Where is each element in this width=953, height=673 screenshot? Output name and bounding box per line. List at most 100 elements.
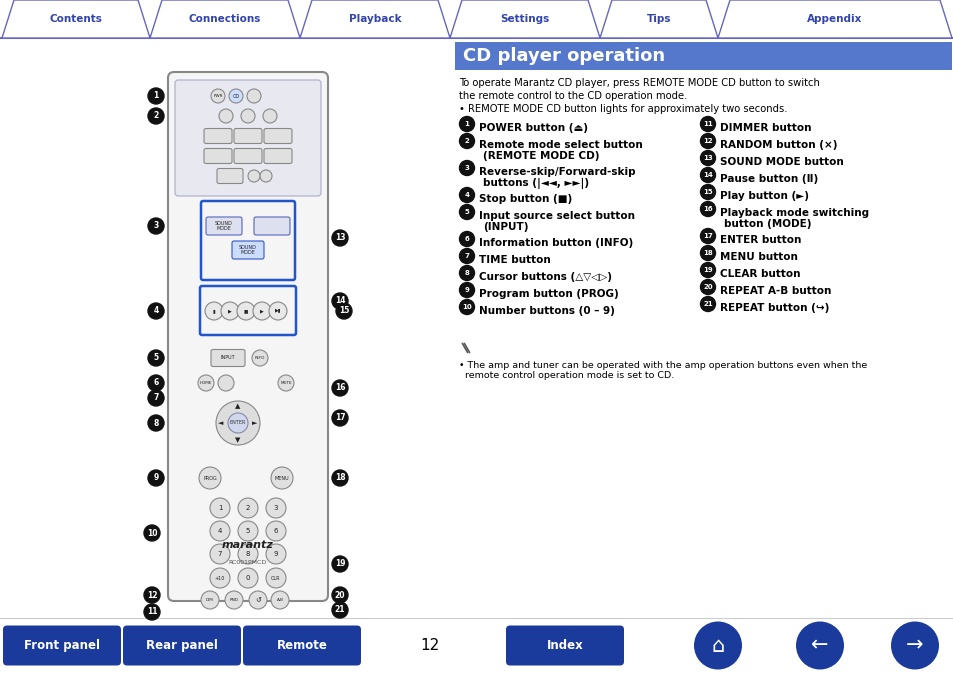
Circle shape xyxy=(236,302,254,320)
Text: HOME: HOME xyxy=(199,381,212,385)
Text: RANDOM button (×): RANDOM button (×) xyxy=(720,140,837,150)
Circle shape xyxy=(144,587,160,603)
Text: 16: 16 xyxy=(335,384,345,392)
Circle shape xyxy=(332,587,348,603)
Text: 21: 21 xyxy=(702,301,712,307)
Text: ↺: ↺ xyxy=(254,597,261,603)
Circle shape xyxy=(144,604,160,620)
Text: buttons (|◄◄, ►►|): buttons (|◄◄, ►►|) xyxy=(482,178,589,189)
Circle shape xyxy=(332,230,348,246)
Text: ⌂: ⌂ xyxy=(711,635,724,656)
Text: SOUND MODE button: SOUND MODE button xyxy=(720,157,842,167)
Text: →: → xyxy=(905,635,923,656)
Circle shape xyxy=(237,521,257,541)
Text: DIM: DIM xyxy=(206,598,213,602)
Bar xyxy=(455,42,951,70)
FancyBboxPatch shape xyxy=(233,149,262,164)
Circle shape xyxy=(221,302,239,320)
Circle shape xyxy=(269,302,287,320)
Text: 12: 12 xyxy=(702,138,712,144)
Circle shape xyxy=(260,170,272,182)
Circle shape xyxy=(795,621,843,670)
Text: (REMOTE MODE CD): (REMOTE MODE CD) xyxy=(482,151,598,161)
Circle shape xyxy=(210,498,230,518)
Text: Stop button (■): Stop button (■) xyxy=(478,194,572,204)
Text: 13: 13 xyxy=(702,155,712,161)
Text: 6: 6 xyxy=(464,236,469,242)
Circle shape xyxy=(148,218,164,234)
Text: Playback mode switching: Playback mode switching xyxy=(720,208,868,218)
Circle shape xyxy=(225,591,243,609)
Text: 21: 21 xyxy=(335,606,345,614)
Polygon shape xyxy=(299,0,450,38)
FancyBboxPatch shape xyxy=(264,129,292,143)
Polygon shape xyxy=(599,0,718,38)
Text: Appendix: Appendix xyxy=(806,14,862,24)
Text: Cursor buttons (△▽◁▷): Cursor buttons (△▽◁▷) xyxy=(478,272,612,282)
Text: ▶▮: ▶▮ xyxy=(274,308,281,314)
Circle shape xyxy=(218,375,233,391)
Circle shape xyxy=(266,568,286,588)
Text: 12: 12 xyxy=(420,638,439,653)
Text: DIMMER button: DIMMER button xyxy=(720,123,811,133)
Text: Rear panel: Rear panel xyxy=(146,639,217,652)
Text: 15: 15 xyxy=(702,189,712,195)
Circle shape xyxy=(693,621,741,670)
Text: ◄: ◄ xyxy=(218,420,223,426)
Text: 19: 19 xyxy=(702,267,712,273)
Text: 5: 5 xyxy=(246,528,250,534)
Circle shape xyxy=(890,621,938,670)
Text: • The amp and tuner can be operated with the amp operation buttons even when the: • The amp and tuner can be operated with… xyxy=(458,361,866,380)
Circle shape xyxy=(148,303,164,319)
Circle shape xyxy=(148,88,164,104)
Text: Connections: Connections xyxy=(189,14,261,24)
Text: SOUND
MODE: SOUND MODE xyxy=(214,221,233,232)
Circle shape xyxy=(210,521,230,541)
Text: TIME button: TIME button xyxy=(478,255,550,265)
Circle shape xyxy=(459,299,474,314)
Text: 1: 1 xyxy=(464,121,469,127)
Text: Remote mode select button: Remote mode select button xyxy=(478,140,642,150)
Circle shape xyxy=(201,591,219,609)
Circle shape xyxy=(247,89,261,103)
Text: 7: 7 xyxy=(464,253,469,259)
FancyBboxPatch shape xyxy=(243,625,360,666)
Text: 18: 18 xyxy=(335,474,345,483)
Circle shape xyxy=(148,390,164,406)
FancyBboxPatch shape xyxy=(204,149,232,164)
Text: Input source select button: Input source select button xyxy=(478,211,635,221)
Text: 1: 1 xyxy=(217,505,222,511)
Circle shape xyxy=(459,232,474,246)
FancyBboxPatch shape xyxy=(206,217,242,235)
Text: Playback: Playback xyxy=(349,14,401,24)
Text: ▲: ▲ xyxy=(235,403,240,409)
Text: 8: 8 xyxy=(464,270,469,276)
Circle shape xyxy=(459,283,474,297)
Text: 16: 16 xyxy=(702,206,712,212)
Circle shape xyxy=(266,521,286,541)
Text: 3: 3 xyxy=(153,221,158,230)
Text: 9: 9 xyxy=(274,551,278,557)
Circle shape xyxy=(211,89,225,103)
Text: Information button (INFO): Information button (INFO) xyxy=(478,238,633,248)
Text: button (MODE): button (MODE) xyxy=(723,219,811,229)
FancyBboxPatch shape xyxy=(264,149,292,164)
Circle shape xyxy=(332,556,348,572)
Circle shape xyxy=(210,568,230,588)
Text: 19: 19 xyxy=(335,559,345,569)
Circle shape xyxy=(332,470,348,486)
Circle shape xyxy=(459,188,474,203)
Circle shape xyxy=(332,293,348,309)
FancyBboxPatch shape xyxy=(505,625,623,666)
Text: CD player operation: CD player operation xyxy=(462,47,664,65)
Circle shape xyxy=(700,201,715,217)
Text: INFO: INFO xyxy=(254,356,265,360)
Circle shape xyxy=(459,266,474,281)
Circle shape xyxy=(248,170,260,182)
Circle shape xyxy=(700,297,715,312)
Text: 4: 4 xyxy=(464,192,469,198)
Circle shape xyxy=(700,184,715,199)
Text: 4: 4 xyxy=(217,528,222,534)
Text: ▶: ▶ xyxy=(228,308,232,314)
Text: Pause button (Ⅱ): Pause button (Ⅱ) xyxy=(720,174,818,184)
